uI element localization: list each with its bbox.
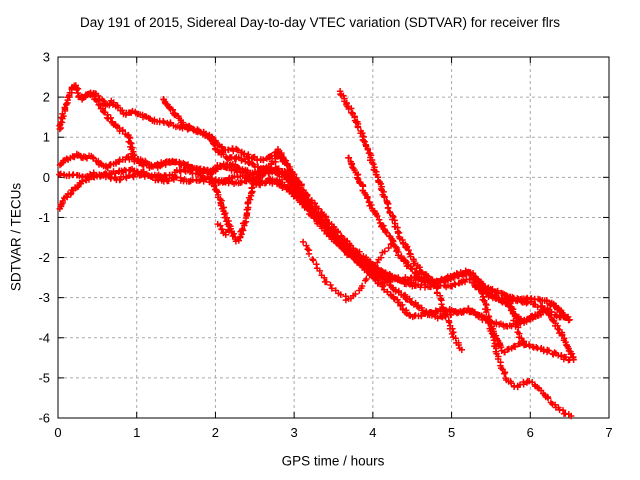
x-axis-label: GPS time / hours xyxy=(281,453,385,469)
data-series-track-8 xyxy=(214,220,234,238)
data-series-track-12 xyxy=(473,277,575,420)
y-tick-label: -2 xyxy=(38,250,50,265)
y-tick-label: -5 xyxy=(38,370,50,385)
y-tick-label: -6 xyxy=(38,411,50,426)
x-tick-label: 4 xyxy=(369,425,376,440)
y-tick-label: 0 xyxy=(43,170,50,185)
y-axis-label: SDTVAR / TECUs xyxy=(8,182,24,292)
y-tick-label: -4 xyxy=(38,330,50,345)
chart-title: Day 191 of 2015, Sidereal Day-to-day VTE… xyxy=(80,15,560,30)
x-tick-label: 1 xyxy=(133,425,140,440)
data-series-track-14 xyxy=(504,292,528,349)
y-tick-label: 1 xyxy=(43,130,50,145)
x-tick-label: 3 xyxy=(291,425,298,440)
data-series-track-10 xyxy=(336,88,438,285)
y-tick-label: -3 xyxy=(38,290,50,305)
data-series-track-11 xyxy=(345,154,428,284)
data-series-track-7 xyxy=(206,164,394,285)
y-tick-label: 3 xyxy=(43,50,50,65)
x-tick-label: 6 xyxy=(527,425,534,440)
x-tick-label: 7 xyxy=(605,425,612,440)
data-series-track-9 xyxy=(299,238,397,304)
y-tick-label: -1 xyxy=(38,210,50,225)
x-tick-label: 5 xyxy=(448,425,455,440)
x-tick-label: 2 xyxy=(212,425,219,440)
plot-border xyxy=(57,56,610,419)
y-tick-label: 2 xyxy=(43,90,50,105)
data-series-track-13 xyxy=(426,277,465,353)
x-tick-label: 0 xyxy=(54,425,61,440)
data-series-track-1 xyxy=(56,82,572,321)
